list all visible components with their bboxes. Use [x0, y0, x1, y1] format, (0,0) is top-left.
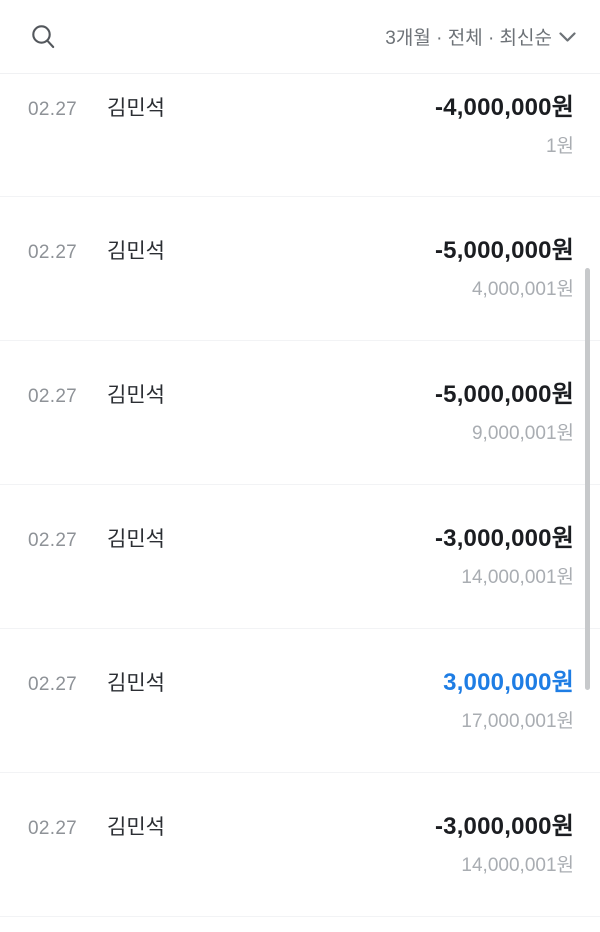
scrollbar[interactable] [585, 268, 590, 690]
filter-sort-selector[interactable]: 3개월 · 전체 · 최신순 [385, 23, 576, 50]
transaction-date: 02.27 [28, 242, 78, 263]
transaction-name: 김민석 [107, 97, 165, 120]
transaction-balance: 9,000,001원 [471, 423, 574, 444]
transaction-amount: -3,000,000원 [434, 525, 574, 552]
transaction-amount: 3,000,000원 [443, 669, 574, 696]
filter-sort-label: 3개월 · 전체 · 최신순 [385, 28, 552, 49]
transaction-date: 02.27 [28, 530, 78, 551]
transaction-main-line: 02.27 김민석 -4,000,000원 [28, 94, 574, 124]
transaction-balance: 17,000,001원 [461, 711, 574, 732]
chevron-down-icon [559, 30, 576, 43]
transaction-date: 02.27 [28, 386, 78, 407]
transaction-balance: 14,000,001원 [461, 567, 574, 588]
transaction-name: 김민석 [107, 528, 165, 551]
transaction-name: 김민석 [107, 240, 165, 263]
transaction-name: 김민석 [107, 384, 165, 407]
transaction-balance: 4,000,001원 [471, 279, 574, 300]
transaction-main-line: 02.27 김민석 3,000,000원 [28, 669, 574, 699]
transaction-main-line: 02.27 김민석 -3,000,000원 [28, 525, 574, 555]
transaction-date: 02.27 [28, 674, 78, 695]
transaction-row[interactable]: 02.27 김민석 -3,000,000원 14,000,001원 [0, 773, 600, 917]
transaction-main-line: 02.27 김민석 -5,000,000원 [28, 381, 574, 411]
search-icon [30, 23, 56, 51]
transaction-balance: 14,000,001원 [461, 855, 574, 876]
transaction-amount: -4,000,000원 [434, 94, 574, 121]
search-button[interactable] [30, 23, 56, 51]
transaction-row[interactable]: 02.27 김민석 -3,000,000원 14,000,001원 [0, 485, 600, 629]
transaction-row[interactable]: 02.27 김민석 -5,000,000원 9,000,001원 [0, 341, 600, 485]
transaction-row[interactable]: 02.27 김민석 -4,000,000원 1원 [0, 74, 600, 197]
transaction-list: 02.27 김민석 -4,000,000원 1원 02.27 김민석 -5,00… [0, 74, 600, 917]
transaction-date: 02.27 [28, 99, 78, 120]
transaction-amount: -5,000,000원 [434, 237, 574, 264]
transaction-amount: -5,000,000원 [434, 381, 574, 408]
transaction-name: 김민석 [107, 816, 165, 839]
list-header: 3개월 · 전체 · 최신순 [0, 0, 600, 74]
transaction-balance: 1원 [545, 136, 574, 157]
transaction-amount: -3,000,000원 [434, 813, 574, 840]
transaction-row[interactable]: 02.27 김민석 -5,000,000원 4,000,001원 [0, 197, 600, 341]
transaction-name: 김민석 [107, 672, 165, 695]
transaction-row[interactable]: 02.27 김민석 3,000,000원 17,000,001원 [0, 629, 600, 773]
transaction-date: 02.27 [28, 818, 78, 839]
transaction-main-line: 02.27 김민석 -3,000,000원 [28, 813, 574, 843]
transaction-main-line: 02.27 김민석 -5,000,000원 [28, 237, 574, 267]
